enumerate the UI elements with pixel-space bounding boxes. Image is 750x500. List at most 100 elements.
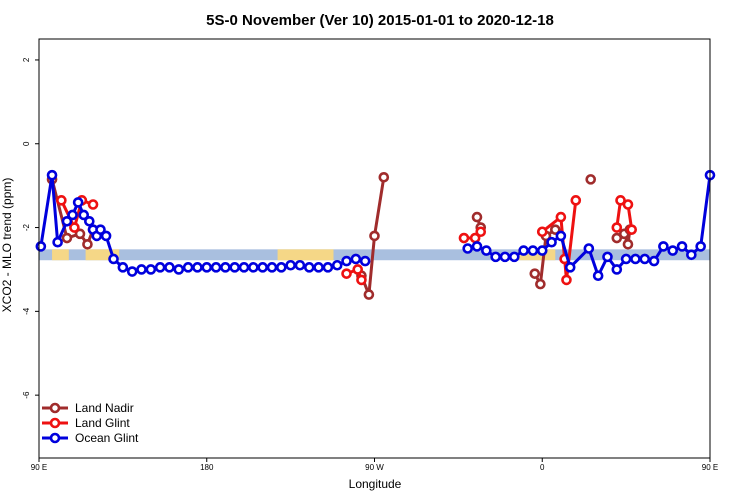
ocean-glint-point: [658, 241, 669, 252]
legend-item-land-glint: Land Glint: [42, 416, 130, 430]
land-nadir-segment: [538, 234, 548, 286]
land-glint-point: [475, 226, 487, 238]
series-layer: [35, 169, 716, 300]
land-glint-point: [356, 274, 367, 286]
ocean-glint-point: [527, 245, 539, 256]
x-tick-label: 90 E: [31, 463, 47, 472]
ocean-glint-point: [126, 266, 138, 277]
ocean-glint-point: [648, 255, 660, 267]
ocean-glint-point: [499, 251, 511, 263]
ocean-glint-point: [313, 262, 324, 273]
x-axis-label: Longitude: [349, 477, 402, 491]
ocean-glint-point: [546, 236, 557, 248]
series-land-nadir: [46, 171, 636, 300]
ocean-glint-point: [686, 249, 697, 261]
land-glint-point: [458, 232, 470, 244]
legend-item-ocean-glint: Ocean Glint: [42, 431, 139, 445]
y-tick-label: 0: [22, 141, 31, 146]
land-glint-point: [615, 195, 626, 206]
ocean-glint-point: [173, 264, 185, 275]
land-nadir-point: [378, 171, 390, 183]
band-land-1: [85, 249, 120, 261]
land-nadir-point: [363, 289, 375, 300]
y-axis-label: XCO2 - MLO trend (ppm): [0, 178, 14, 313]
land-nadir-point: [529, 268, 541, 279]
ocean-glint-point: [192, 262, 203, 273]
y-tick-label: -4: [22, 307, 31, 315]
land-glint-point: [56, 195, 67, 206]
y-tick-label: -2: [22, 223, 31, 231]
y-tick-label: -6: [22, 391, 31, 399]
land-glint-point: [570, 195, 582, 206]
ocean-glint-point: [95, 224, 106, 235]
ocean-glint-point: [72, 197, 84, 208]
ocean-glint-segment: [699, 173, 712, 248]
ocean-glint-point: [100, 230, 112, 242]
chart-title: 5S-0 November (Ver 10) 2015-01-01 to 202…: [206, 12, 554, 29]
ocean-glint-point: [602, 251, 613, 263]
ocean-glint-point: [359, 255, 371, 267]
x-tick-label: 90 W: [365, 463, 384, 472]
land-nadir-point: [611, 232, 623, 244]
legend-swatch-marker: [49, 402, 61, 414]
land-water-band: [39, 249, 710, 261]
land-nadir-point: [585, 174, 597, 185]
band-land-0: [52, 249, 69, 261]
legend-item-land-nadir: Land Nadir: [42, 401, 134, 415]
ocean-glint-point: [220, 262, 231, 273]
ocean-glint-point: [322, 262, 334, 273]
ocean-glint-point: [145, 264, 157, 275]
ocean-glint-point: [248, 262, 259, 273]
ocean-glint-point: [564, 262, 576, 273]
land-glint-point: [69, 222, 80, 233]
land-nadir-point: [74, 228, 86, 240]
legend-label: Land Nadir: [75, 401, 134, 415]
legend-label: Land Glint: [75, 416, 130, 430]
x-tick-label: 0: [540, 463, 545, 472]
ocean-glint-segment: [559, 234, 572, 269]
ocean-glint-point: [238, 262, 250, 273]
ocean-glint-point: [35, 241, 47, 252]
y-tick-label: 2: [22, 57, 31, 62]
ocean-glint-point: [276, 262, 287, 273]
ocean-glint-point: [201, 262, 213, 273]
ocean-glint-point: [350, 253, 362, 265]
x-tick-label: 90 E: [702, 463, 718, 472]
y-axis-ticks: 2 0 -2 -4 -6: [22, 57, 39, 399]
land-glint-point: [536, 226, 548, 238]
ocean-glint-point: [630, 253, 641, 265]
ocean-glint-point: [52, 236, 63, 248]
ocean-glint-point: [341, 255, 352, 267]
land-nadir-point: [369, 230, 380, 242]
land-nadir-segment: [373, 175, 386, 238]
land-nadir-point: [622, 239, 634, 250]
land-glint-point: [555, 211, 567, 223]
band-land-2: [277, 249, 334, 261]
ocean-glint-point: [490, 251, 501, 263]
land-glint-point: [87, 199, 99, 210]
ocean-glint-point: [285, 259, 296, 271]
x-axis-ticks: 90 E 180 90 W 0 90 E: [31, 458, 718, 472]
ocean-glint-point: [518, 245, 529, 256]
ocean-glint-point: [620, 253, 632, 265]
ocean-glint-point: [462, 243, 473, 254]
ocean-glint-point: [481, 245, 492, 256]
ocean-glint-point: [676, 241, 688, 252]
ocean-glint-point: [117, 262, 129, 273]
band-water: [39, 249, 710, 261]
land-glint-point: [341, 268, 352, 279]
ocean-glint-point: [61, 215, 73, 227]
ocean-glint-point: [84, 215, 95, 227]
ocean-glint-point: [164, 262, 175, 273]
ocean-glint-point: [136, 264, 147, 275]
series-ocean-glint: [35, 169, 716, 282]
ocean-glint-point: [331, 259, 343, 271]
ocean-glint-point: [303, 262, 315, 273]
land-glint-point: [626, 224, 638, 235]
ocean-glint-point: [592, 270, 604, 282]
ocean-glint-point: [266, 262, 278, 273]
ocean-glint-point: [154, 262, 166, 273]
legend-label: Ocean Glint: [75, 431, 139, 445]
land-glint-point: [611, 222, 623, 233]
